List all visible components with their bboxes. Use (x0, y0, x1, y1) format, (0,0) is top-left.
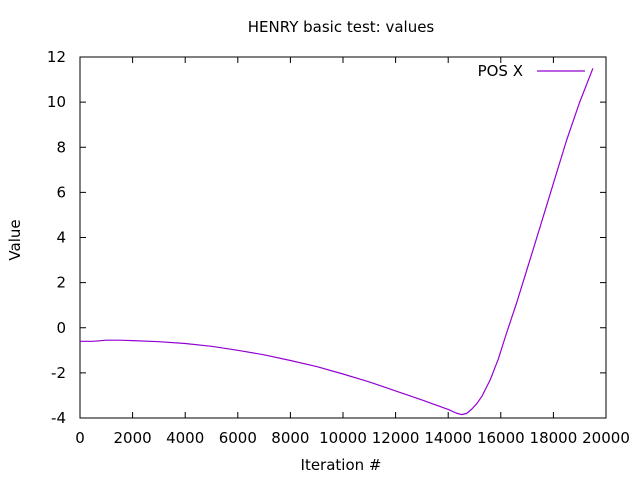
y-tick-label: 4 (56, 229, 66, 247)
y-tick-label: 6 (56, 183, 66, 201)
x-tick-label: 4000 (166, 429, 204, 447)
y-tick-label: 8 (56, 138, 66, 156)
x-tick-label: 12000 (372, 429, 420, 447)
series-layer (80, 68, 594, 416)
y-tick-label: 0 (56, 319, 66, 337)
x-tick-label: 2000 (114, 429, 152, 447)
legend-label: POS X (478, 62, 523, 80)
y-axis-label: Value (6, 219, 24, 260)
series-line-pos-x (80, 68, 594, 416)
axis-ticks: 0 2000 4000 6000 8000 10000 12000 14000 16000 180… (47, 48, 630, 447)
x-tick-label: 6000 (219, 429, 257, 447)
legend: POS X (478, 62, 585, 80)
y-tick-label: -4 (51, 409, 66, 427)
x-tick-label: 18000 (530, 429, 578, 447)
plot-border (79, 56, 607, 419)
y-tick-label: 12 (47, 48, 66, 66)
x-axis-label: Iteration # (301, 456, 382, 474)
x-tick-label: 10000 (319, 429, 367, 447)
x-tick-label: 8000 (271, 429, 309, 447)
x-tick-label: 0 (75, 429, 85, 447)
y-tick-label: 10 (47, 93, 66, 111)
chart-title: HENRY basic test: values (248, 18, 435, 36)
y-tick-label: 2 (56, 274, 66, 292)
y-tick-label: -2 (51, 364, 66, 382)
x-tick-label: 14000 (424, 429, 472, 447)
x-tick-label: 16000 (477, 429, 525, 447)
x-tick-label: 20000 (582, 429, 630, 447)
